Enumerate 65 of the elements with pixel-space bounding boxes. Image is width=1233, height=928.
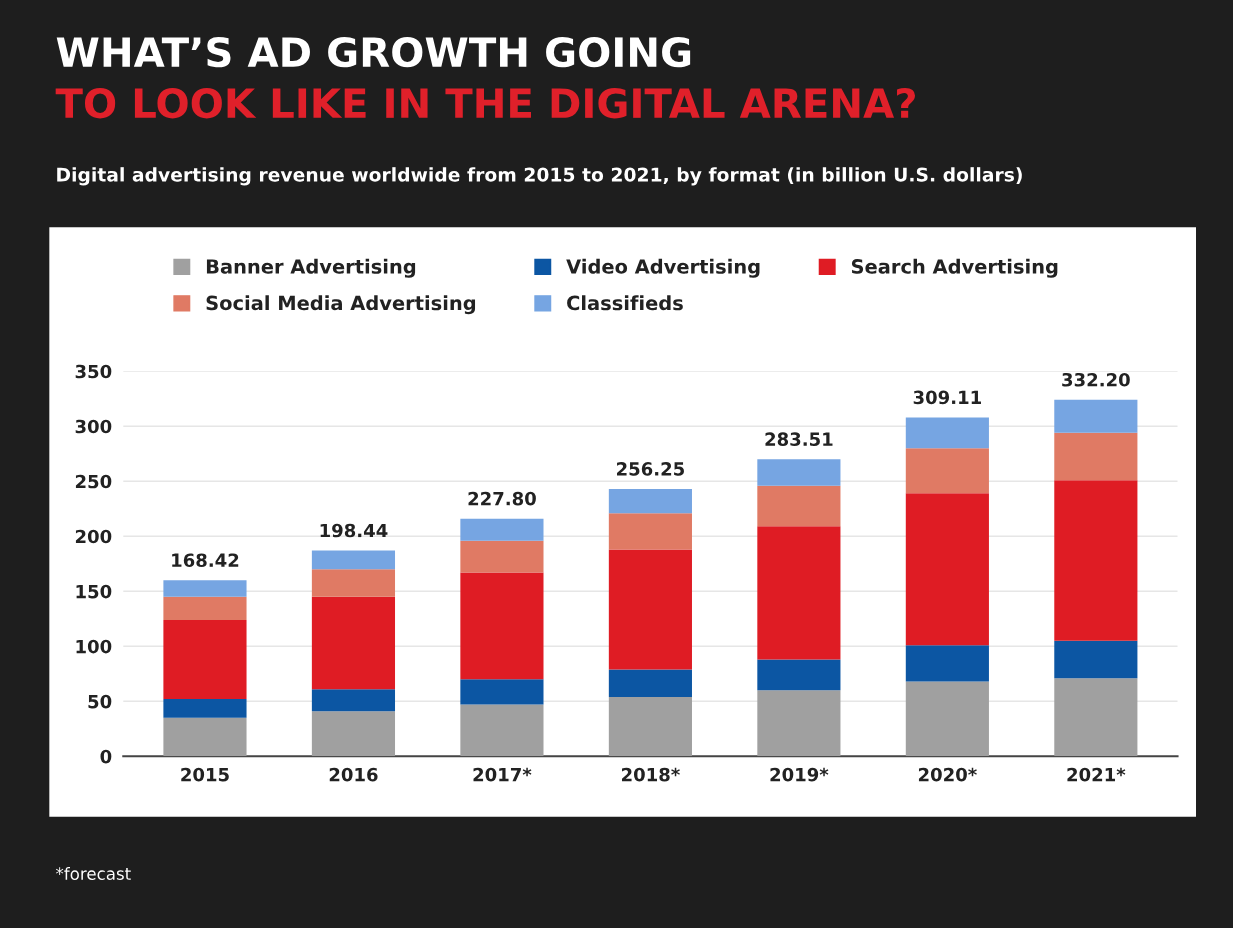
y-tick-label: 300 xyxy=(75,419,112,434)
bar xyxy=(163,596,247,620)
bar xyxy=(1054,678,1138,757)
bar xyxy=(905,448,989,494)
bar xyxy=(905,645,989,682)
bar xyxy=(608,513,692,550)
bar xyxy=(311,711,396,757)
bar xyxy=(1054,480,1138,641)
y-tick-label: 150 xyxy=(76,584,112,599)
bar xyxy=(163,580,247,597)
bar xyxy=(460,704,544,757)
chart-title: WHAT’S AD GROWTH GOING TO LOOK LIKE IN THE DIGITAL ARENA? xyxy=(55,36,915,119)
y-tick-label: 200 xyxy=(75,529,112,544)
bar xyxy=(460,540,544,573)
bar xyxy=(460,572,544,680)
annotation: 309.11 xyxy=(913,390,981,405)
bar xyxy=(1054,432,1138,481)
bar xyxy=(163,699,247,718)
bar xyxy=(311,550,396,570)
x-tick-label: 2016 xyxy=(329,767,378,782)
bar xyxy=(608,488,692,514)
annotation: 227.80 xyxy=(468,491,536,506)
bar xyxy=(311,596,396,690)
bar xyxy=(757,690,841,757)
y-tick-label: 0 xyxy=(100,749,112,764)
annotation: 198.44 xyxy=(320,523,388,538)
x-tick-label: 2020* xyxy=(918,767,977,782)
bar xyxy=(163,619,247,700)
x-tick-label: 2017* xyxy=(473,767,532,782)
y-tick-label: 250 xyxy=(75,474,112,489)
legend-label: Search Advertising xyxy=(851,258,1058,278)
text: *forecast xyxy=(55,867,131,880)
x-tick-label: 2015 xyxy=(181,767,229,782)
legend-label: Video Advertising xyxy=(566,258,760,278)
legend-label: Social Media Advertising xyxy=(206,295,476,315)
bar xyxy=(460,679,544,705)
annotation: 256.25 xyxy=(617,462,684,476)
legend-label: Classifieds xyxy=(567,295,683,311)
bar xyxy=(311,689,396,712)
bar xyxy=(905,681,989,757)
legend-label: Banner Advertising xyxy=(206,258,416,278)
bar xyxy=(1054,399,1138,433)
y-tick-label: 50 xyxy=(88,694,112,709)
x-tick-label: 2018* xyxy=(621,767,680,782)
y-tick-label: 350 xyxy=(75,364,112,379)
bar xyxy=(757,659,841,691)
bar xyxy=(608,696,692,757)
annotation: 283.51 xyxy=(765,432,833,447)
annotation: 168.42 xyxy=(172,553,239,568)
bar xyxy=(905,417,989,449)
bar xyxy=(163,717,247,757)
bar xyxy=(460,518,544,541)
bar xyxy=(757,526,841,660)
x-tick-label: 2021* xyxy=(1067,767,1126,782)
bar xyxy=(757,459,841,486)
bar xyxy=(905,493,989,646)
x-tick-label: 2019* xyxy=(770,767,829,782)
bar xyxy=(608,549,692,670)
annotation: 332.20 xyxy=(1062,372,1130,387)
bar xyxy=(311,569,396,597)
bar xyxy=(757,485,841,527)
y-tick-label: 100 xyxy=(76,639,112,654)
chart-subtitle: Digital advertising revenue worldwide from 2015 to 2021, by format (in billion U.S. dollars) xyxy=(57,167,1022,186)
bar xyxy=(1054,640,1138,679)
bar xyxy=(608,669,692,697)
